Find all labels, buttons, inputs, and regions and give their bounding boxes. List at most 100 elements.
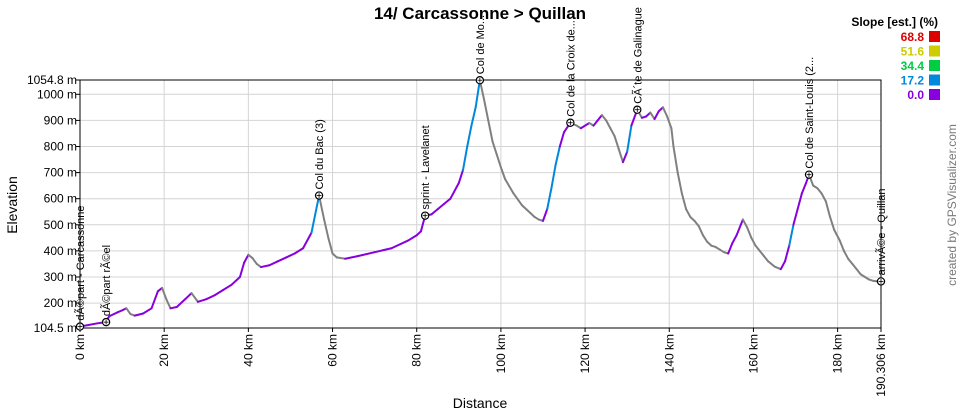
profile-segment-57 bbox=[474, 79, 481, 109]
x-tick-label-1: 20 km bbox=[157, 334, 171, 367]
x-axis-label: Distance bbox=[453, 395, 508, 410]
waypoint-1: dÃ©part rÃ©el bbox=[100, 245, 113, 327]
waypoint-3: sprint - Lavelanet bbox=[420, 125, 432, 220]
x-tick-label-8: 160 km bbox=[746, 334, 760, 373]
profile-segment-23 bbox=[230, 275, 241, 286]
y-tick-label-0: 104.5 m bbox=[34, 321, 77, 335]
waypoint-label-5: Col de la Croix de... bbox=[565, 20, 577, 117]
profile-segment-50 bbox=[436, 202, 446, 211]
y-tick-label-6: 700 m bbox=[44, 166, 77, 180]
profile-segment-102 bbox=[685, 208, 692, 218]
legend-value-4: 0.0 bbox=[907, 88, 924, 102]
profile-segment-112 bbox=[727, 242, 734, 255]
legend-value-3: 17.2 bbox=[901, 74, 925, 88]
grid-lines bbox=[79, 79, 882, 329]
legend-swatch-4 bbox=[929, 89, 940, 100]
waypoint-label-4: Col de Mo... bbox=[475, 15, 487, 74]
x-tick-label-0: 0 km bbox=[73, 334, 87, 360]
x-tick-label-7: 140 km bbox=[662, 334, 676, 373]
profile-segment-73 bbox=[554, 145, 561, 166]
legend-title: Slope [est.] (%) bbox=[851, 15, 938, 29]
elevation-profile bbox=[79, 79, 882, 328]
profile-segment-116 bbox=[741, 218, 749, 229]
y-axis-label: Elevation bbox=[4, 176, 20, 234]
legend-swatch-3 bbox=[929, 74, 940, 86]
profile-segment-72 bbox=[550, 163, 557, 190]
profile-segment-55 bbox=[466, 124, 473, 148]
profile-segment-87 bbox=[621, 150, 629, 164]
waypoint-label-1: dÃ©part rÃ©el bbox=[100, 245, 113, 316]
profile-segment-125 bbox=[784, 244, 791, 263]
profile-segment-113 bbox=[731, 234, 738, 245]
profile-segment-24 bbox=[238, 261, 246, 278]
credit-text: created by GPSVisualizer.com bbox=[945, 124, 959, 286]
profile-segment-29 bbox=[259, 264, 271, 269]
profile-segment-84 bbox=[609, 127, 616, 138]
profile-segment-126 bbox=[788, 223, 795, 247]
profile-segment-61 bbox=[491, 140, 498, 156]
profile-segment-19 bbox=[196, 298, 208, 303]
waypoint-markers: dÃ©part - Carcassonne dÃ©part rÃ©el Col du… bbox=[74, 7, 888, 331]
y-tick-label-2: 300 m bbox=[44, 270, 77, 284]
profile-segment-133 bbox=[816, 187, 823, 195]
profile-segment-1 bbox=[87, 322, 98, 326]
profile-segment-78 bbox=[579, 122, 591, 130]
profile-segment-82 bbox=[600, 114, 608, 122]
profile-segment-135 bbox=[824, 200, 832, 218]
profile-segment-94 bbox=[653, 110, 660, 121]
profile-segment-60 bbox=[487, 119, 494, 143]
profile-segment-13 bbox=[161, 286, 168, 301]
profile-segment-17 bbox=[184, 292, 193, 301]
profile-segment-137 bbox=[833, 229, 841, 242]
profile-segment-142 bbox=[855, 268, 862, 276]
profile-segment-4 bbox=[108, 311, 119, 318]
profile-segment-117 bbox=[746, 226, 753, 239]
profile-segment-86 bbox=[617, 148, 624, 164]
profile-segment-124 bbox=[779, 260, 787, 271]
profile-segment-74 bbox=[558, 131, 566, 148]
profile-segment-136 bbox=[829, 215, 836, 232]
profile-segment-141 bbox=[851, 262, 858, 271]
profile-segment-140 bbox=[847, 257, 854, 265]
plot-border bbox=[79, 79, 882, 329]
waypoint-label-7: Col de Saint-Louis (2... bbox=[804, 57, 816, 169]
profile-segment-21 bbox=[213, 289, 225, 297]
x-tick-label-3: 60 km bbox=[326, 334, 340, 367]
waypoint-label-6: CÃ´te de Galinague bbox=[631, 7, 644, 104]
y-tick-label-4: 500 m bbox=[44, 218, 77, 232]
x-tick-label-5: 100 km bbox=[494, 334, 508, 373]
profile-segment-45 bbox=[407, 234, 418, 242]
slope-legend: Slope [est.] (%)68.851.634.417.20.0 bbox=[851, 15, 940, 102]
profile-segment-35 bbox=[310, 194, 321, 234]
profile-segment-42 bbox=[356, 251, 376, 258]
profile-segment-81 bbox=[596, 114, 603, 122]
profile-segment-66 bbox=[520, 204, 532, 215]
profile-segment-138 bbox=[838, 239, 845, 252]
waypoint-6: CÃ´te de Galinague bbox=[631, 7, 644, 114]
x-tick-label-9: 180 km bbox=[831, 334, 845, 373]
profile-segment-43 bbox=[373, 247, 393, 254]
x-tick-label-4: 80 km bbox=[410, 334, 424, 367]
profile-segment-100 bbox=[676, 171, 683, 195]
waypoint-5: Col de la Croix de... bbox=[565, 20, 577, 127]
profile-segment-11 bbox=[150, 290, 159, 310]
profile-segment-62 bbox=[495, 153, 502, 169]
waypoint-7: Col de Saint-Louis (2... bbox=[804, 57, 816, 179]
profile-segment-53 bbox=[457, 168, 465, 185]
profile-segment-64 bbox=[504, 178, 515, 195]
profile-segment-114 bbox=[735, 223, 742, 237]
y-tick-label-5: 600 m bbox=[44, 192, 77, 206]
profile-segment-70 bbox=[541, 208, 549, 222]
profile-segment-16 bbox=[175, 298, 187, 308]
x-tick-label-10: 190.306 km bbox=[874, 334, 888, 397]
chart-title: 14/ Carcassonne > Quillan bbox=[374, 4, 586, 23]
profile-segment-54 bbox=[462, 145, 469, 171]
profile-segment-63 bbox=[499, 166, 507, 181]
profile-segment-105 bbox=[697, 225, 704, 237]
y-tick-label-10: 1054.8 m bbox=[27, 73, 77, 87]
y-tick-label-7: 800 m bbox=[44, 139, 77, 153]
profile-segment-119 bbox=[754, 244, 761, 252]
profile-segment-122 bbox=[767, 260, 776, 268]
x-tick-label-6: 120 km bbox=[578, 334, 592, 373]
